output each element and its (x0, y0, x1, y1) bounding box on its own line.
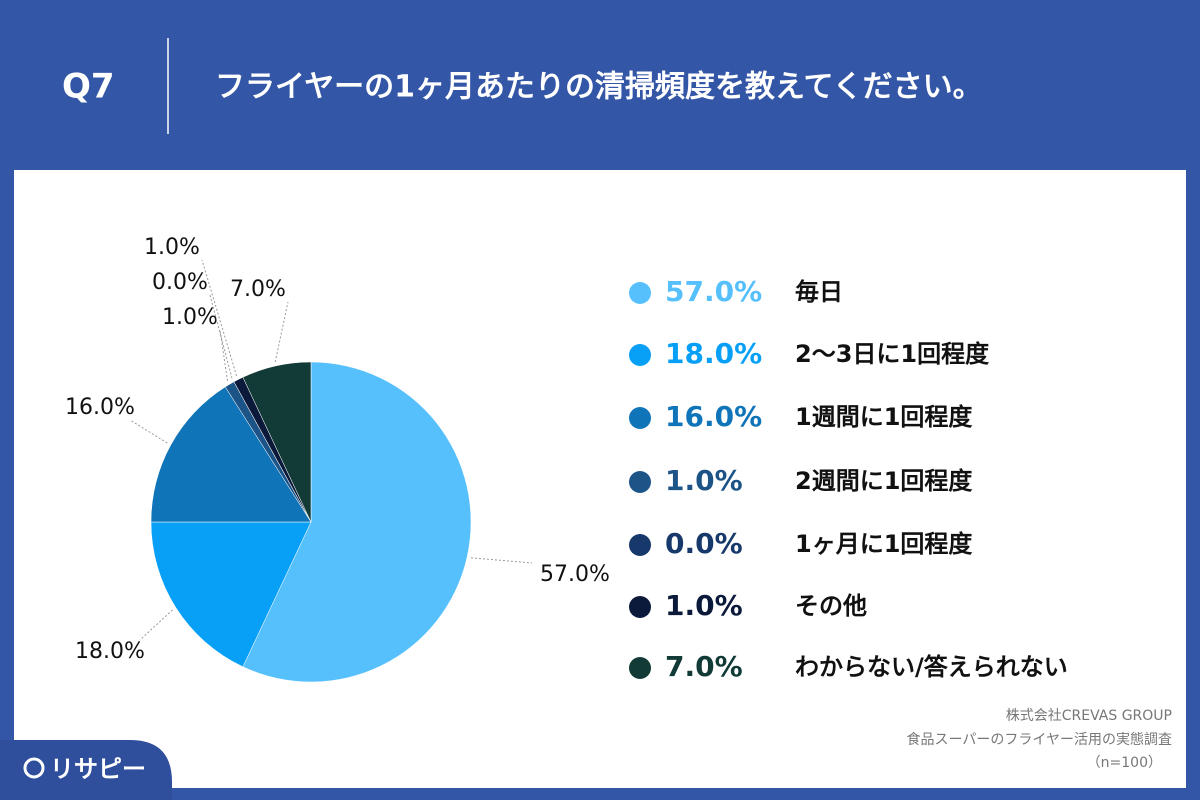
legend-label: その他 (795, 592, 867, 620)
legend-value: 1.0% (665, 464, 743, 497)
slice (242, 361, 472, 683)
chart-title: フライヤーの1ヶ月あたりの清掃頻度を教えてください。 (215, 70, 983, 105)
legend-label: わからない/答えられない (795, 653, 1068, 681)
legend-value: 18.0% (665, 337, 762, 370)
leader-line (201, 259, 238, 377)
legend-marker (629, 596, 651, 618)
legend-marker (629, 471, 651, 493)
legend-marker (629, 344, 651, 366)
data-label: 1.0% (162, 305, 218, 330)
data-label: 7.0% (230, 277, 286, 302)
data-label: 1.0% (144, 235, 200, 260)
legend-marker (629, 657, 651, 679)
legend-marker (629, 534, 651, 556)
source: 食品スーパーのフライヤー活用の実態調査 (907, 731, 1172, 748)
leader-line (139, 609, 173, 641)
data-label: 57.0% (540, 562, 610, 587)
data-label: 16.0% (65, 395, 135, 420)
legend-label: 2週間に1回程度 (795, 467, 973, 495)
legend-value: 16.0% (665, 400, 762, 433)
legend-marker (629, 407, 651, 429)
leader-line (129, 419, 168, 444)
legend-value: 57.0% (665, 275, 762, 308)
data-label: 18.0% (75, 639, 145, 664)
slice (150, 521, 312, 668)
logo-bg (0, 740, 172, 800)
logo: リサピー (50, 755, 146, 783)
source: 株式会社CREVAS GROUP (1006, 708, 1172, 724)
slice (150, 386, 312, 523)
slice (242, 361, 312, 523)
legend-label: 2〜3日に1回程度 (795, 340, 990, 368)
legend-label: 1ヶ月に1回程度 (795, 530, 973, 558)
legend-value: 0.0% (665, 527, 743, 560)
source: （n=100） (1087, 755, 1162, 771)
legend-value: 7.0% (665, 650, 743, 683)
question-number: Q7 (62, 67, 115, 107)
legend-label: 1週間に1回程度 (795, 403, 973, 431)
data-label: 0.0% (152, 270, 208, 295)
legend-label: 毎日 (795, 278, 843, 306)
logo-icon (23, 757, 45, 779)
legend-value: 1.0% (665, 589, 743, 622)
legend-marker (629, 282, 651, 304)
leader-line (219, 329, 229, 381)
